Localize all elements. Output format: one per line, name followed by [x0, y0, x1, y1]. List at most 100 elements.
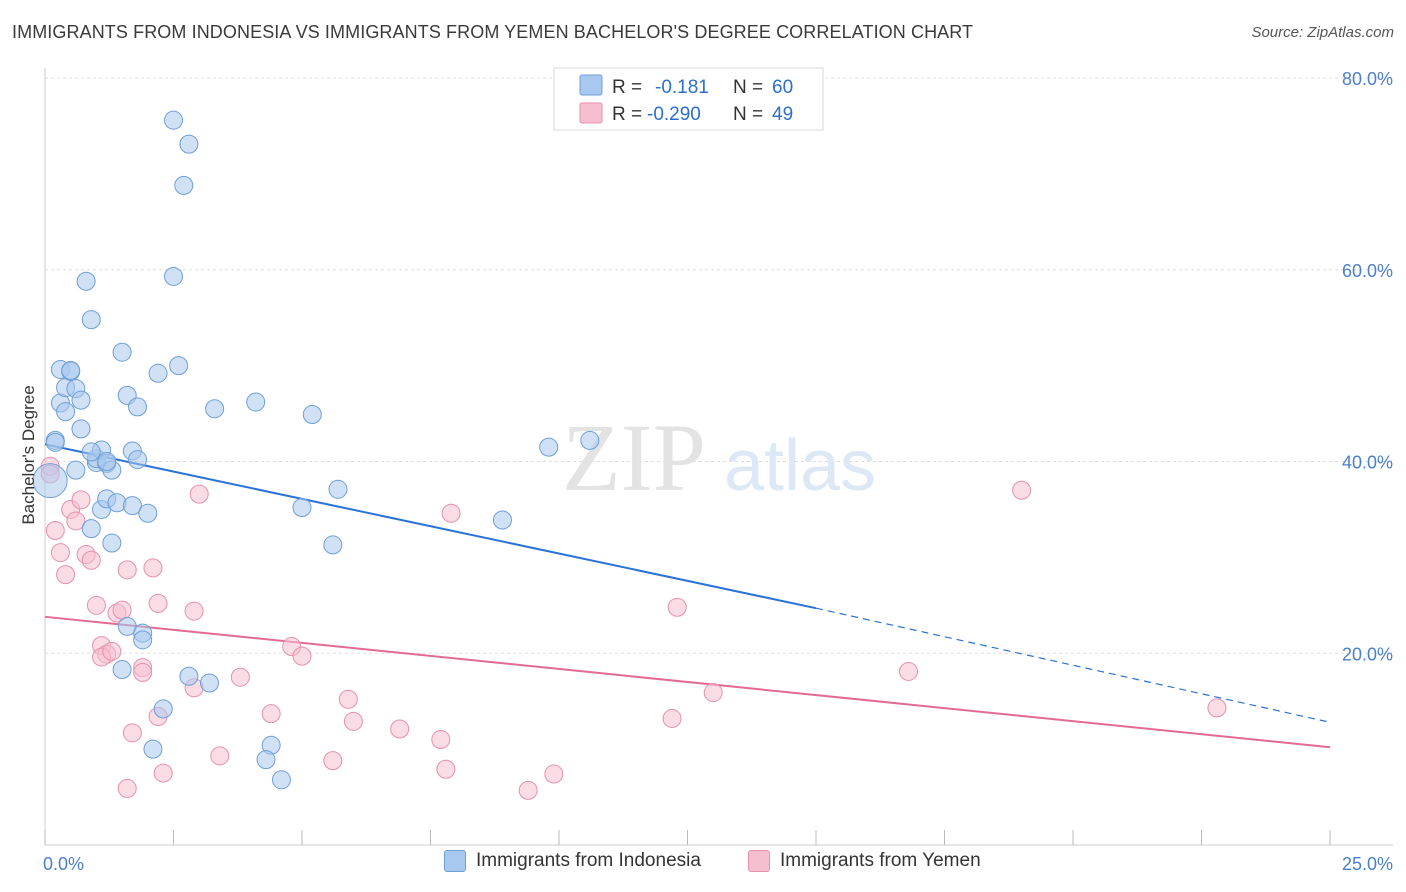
data-point-indonesia [76, 271, 96, 291]
data-point-yemen [323, 751, 343, 771]
data-point-indonesia [148, 363, 168, 383]
data-point-indonesia [138, 503, 158, 523]
data-point-indonesia [153, 699, 173, 719]
data-point-yemen [56, 565, 76, 585]
data-points [32, 110, 1227, 800]
data-point-yemen [436, 759, 456, 779]
legend-r-value-1: -0.181 [655, 77, 709, 98]
data-point-yemen [899, 661, 919, 681]
data-point-indonesia [81, 442, 101, 462]
legend-label-yemen: Immigrants from Yemen [780, 850, 981, 871]
data-point-indonesia [302, 405, 322, 425]
x-tick-label: 25.0% [1342, 854, 1393, 874]
data-point-indonesia [580, 430, 600, 450]
legend-swatch-indonesia [579, 74, 603, 96]
watermark-zip: ZIP [562, 404, 706, 511]
data-point-indonesia [133, 630, 153, 650]
legend-n-label-1: N = [733, 77, 763, 98]
data-point-indonesia [246, 392, 266, 412]
chart-title: IMMIGRANTS FROM INDONESIA VS IMMIGRANTS … [12, 22, 974, 42]
data-point-yemen [667, 597, 687, 617]
data-point-indonesia [107, 493, 127, 513]
trend-line-indonesia-extension [815, 607, 1331, 723]
data-point-indonesia [323, 535, 343, 555]
stats-legend: R = -0.181 N = 60 R = -0.290 N = 49 [553, 67, 824, 131]
legend-n-value-1: 60 [772, 77, 793, 98]
data-point-yemen [122, 723, 142, 743]
source-credit: Source: ZipAtlas.com [1251, 24, 1394, 41]
data-point-indonesia [164, 266, 183, 286]
data-point-yemen [230, 667, 250, 687]
legend-n-label-2: N = [733, 104, 763, 125]
data-point-yemen [184, 601, 204, 621]
data-point-indonesia [328, 479, 348, 499]
data-point-yemen [292, 646, 312, 666]
grid-lines [45, 77, 1393, 654]
y-tick-label: 60.0% [1342, 261, 1393, 281]
data-point-yemen [189, 484, 209, 504]
data-point-yemen [1012, 480, 1032, 500]
legend-r-label-1: R = [612, 77, 642, 98]
trend-line-indonesia [44, 443, 817, 610]
legend-r-value-2: -0.290 [647, 104, 701, 125]
y-tick-label: 20.0% [1342, 644, 1393, 664]
data-point-yemen [81, 550, 101, 570]
tick-labels: 20.0% 40.0% 60.0% 80.0% 0.0% 25.0% [43, 69, 1393, 874]
data-point-yemen [112, 600, 132, 620]
data-point-indonesia [179, 134, 199, 154]
watermark-atlas: atlas [724, 426, 876, 506]
data-point-indonesia [102, 533, 122, 553]
data-point-yemen [703, 683, 723, 703]
data-point-indonesia [122, 496, 142, 516]
data-point-yemen [210, 746, 230, 766]
data-point-yemen [45, 521, 65, 541]
data-point-indonesia [539, 437, 559, 457]
data-point-yemen [102, 641, 122, 661]
data-point-indonesia [271, 770, 291, 790]
legend-swatch-indonesia-bottom [444, 850, 466, 872]
y-tick-label: 40.0% [1342, 453, 1393, 473]
data-point-yemen [143, 558, 163, 578]
data-point-indonesia [205, 399, 225, 419]
data-point-yemen [133, 662, 153, 682]
data-point-indonesia [169, 356, 189, 376]
legend-swatch-yemen-bottom [748, 850, 770, 872]
data-point-yemen [662, 708, 682, 728]
data-point-indonesia [256, 750, 276, 770]
legend-r-label-2: R = [612, 104, 642, 125]
data-point-yemen [86, 595, 106, 615]
data-point-indonesia [61, 360, 81, 380]
data-point-yemen [441, 503, 461, 523]
data-point-indonesia [112, 660, 132, 680]
data-point-indonesia [128, 450, 148, 470]
legend-swatch-yemen [579, 102, 603, 124]
data-point-indonesia [32, 463, 68, 499]
trend-lines [44, 443, 1331, 749]
data-point-indonesia [164, 110, 183, 130]
data-point-yemen [431, 730, 451, 750]
legend-item-indonesia[interactable]: Immigrants from Indonesia [444, 850, 701, 872]
data-point-yemen [343, 711, 363, 731]
y-tick-label: 80.0% [1342, 69, 1393, 89]
data-point-indonesia [81, 519, 101, 539]
data-point-indonesia [71, 419, 91, 439]
data-point-indonesia [492, 510, 512, 530]
data-point-indonesia [179, 666, 199, 686]
data-point-yemen [338, 689, 358, 709]
axes [44, 68, 1393, 846]
data-point-indonesia [174, 175, 194, 195]
y-axis-label: Bachelor's Degree [19, 385, 38, 524]
data-point-yemen [153, 763, 173, 783]
legend-label-indonesia: Immigrants from Indonesia [476, 850, 701, 871]
data-point-indonesia [56, 402, 76, 422]
data-point-indonesia [81, 310, 101, 330]
data-point-yemen [261, 704, 281, 724]
data-point-yemen [117, 778, 137, 798]
data-point-yemen [518, 780, 538, 800]
watermark: ZIP atlas [562, 404, 876, 511]
legend-item-yemen[interactable]: Immigrants from Yemen [748, 850, 981, 872]
data-point-yemen [117, 560, 137, 580]
data-point-yemen [66, 511, 86, 531]
data-point-indonesia [199, 673, 219, 693]
data-point-indonesia [112, 342, 132, 362]
